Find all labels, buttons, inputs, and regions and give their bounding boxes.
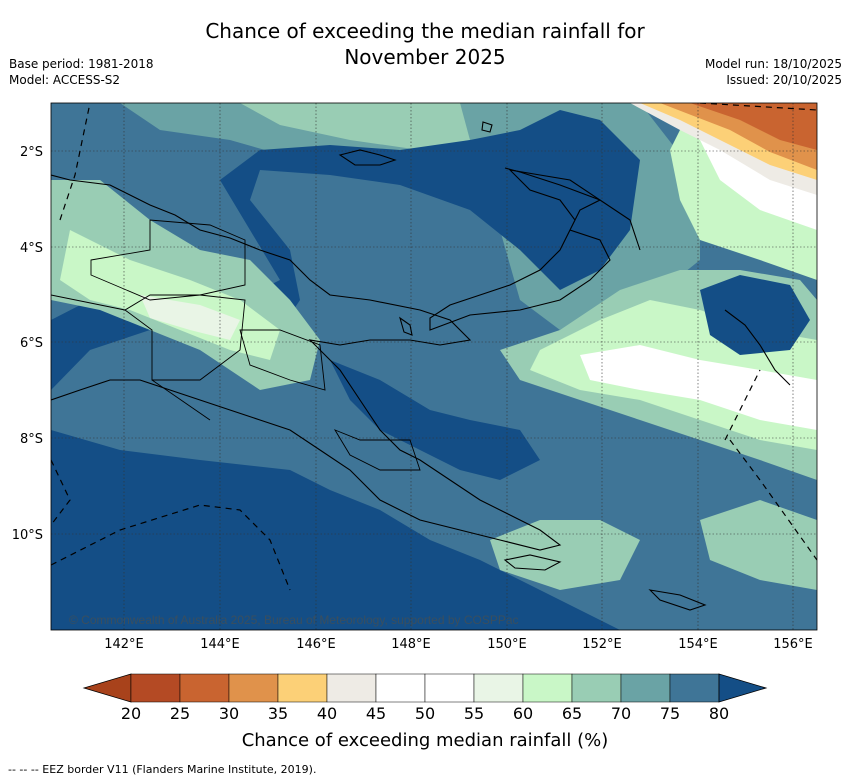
lon-label: 154°E	[678, 637, 718, 652]
colorbar-tick: 70	[610, 704, 632, 723]
colorbar-tick: 45	[365, 704, 387, 723]
eez-borders	[51, 103, 817, 591]
colorbar-bin	[375, 673, 426, 703]
title-line-2: November 2025	[344, 45, 506, 69]
colorbar-tick: 55	[463, 704, 485, 723]
map-title: Chance of exceeding the median rainfall …	[0, 18, 850, 70]
colorbar-bin	[228, 673, 279, 703]
colorbar-bin	[522, 673, 573, 703]
eez-northwest	[59, 103, 91, 221]
lon-label: 152°E	[582, 637, 622, 652]
base-period: Base period: 1981-2018	[9, 57, 154, 71]
eez-south	[51, 504, 291, 591]
province-central	[333, 429, 421, 471]
colorbar-tick: 75	[659, 704, 681, 723]
colorbar-bin	[179, 673, 230, 703]
colorbar-bin	[424, 673, 475, 703]
colorbar-tick: 50	[414, 704, 436, 723]
latitude-labels: 2°S 4°S 6°S 8°S 10°S	[12, 145, 43, 543]
lat-label: 10°S	[12, 528, 43, 543]
colorbar-tick: 40	[316, 704, 338, 723]
province-sandaun	[90, 219, 246, 301]
issued-date: Issued: 20/10/2025	[726, 73, 842, 87]
contour-80-bougainville	[700, 275, 810, 355]
colorbar	[82, 673, 768, 703]
colorbar-bin	[571, 673, 622, 703]
colorbar-tick: 60	[512, 704, 534, 723]
coastlines	[51, 121, 791, 611]
lon-label: 144°E	[200, 637, 240, 652]
province-highlands	[239, 329, 326, 391]
contour-65-north	[240, 103, 470, 150]
probability-contours	[51, 103, 817, 630]
contour-25-corner	[690, 103, 817, 150]
border-fly-river	[151, 379, 211, 421]
coastline-bougainville	[724, 309, 791, 386]
eez-north	[699, 103, 817, 111]
contour-65-solomon	[700, 500, 817, 590]
lon-label: 146°E	[296, 637, 336, 652]
lon-label: 150°E	[487, 637, 527, 652]
coastline-guadalcanal	[648, 589, 707, 611]
lat-label: 8°S	[20, 432, 43, 447]
province-western-north	[124, 294, 246, 381]
contour-80-coast	[330, 360, 540, 480]
colorbar-bin	[130, 673, 181, 703]
lon-label: 142°E	[104, 637, 144, 652]
gridlines	[51, 103, 817, 630]
eez-legend: -- -- -- EEZ border V11 (Flanders Marine…	[8, 763, 317, 776]
coastline-new-britain	[429, 169, 611, 331]
lat-label: 6°S	[20, 336, 43, 351]
colorbar-extend-high	[718, 673, 768, 703]
eez-west	[51, 459, 71, 526]
colorbar-bin	[669, 673, 720, 703]
province-borders	[51, 219, 421, 471]
colorbar-tick: 30	[218, 704, 240, 723]
colorbar-title: Chance of exceeding median rainfall (%)	[241, 730, 609, 751]
eez-east	[724, 369, 817, 561]
colorbar-bin	[277, 673, 328, 703]
colorbar-tick: 20	[120, 704, 142, 723]
model-run-date: Model run: 18/10/2025	[704, 57, 842, 71]
border-international-north	[51, 294, 126, 311]
colorbar-tick: 25	[169, 704, 191, 723]
contour-65-southeast	[490, 520, 640, 590]
contour-55-west	[140, 295, 240, 340]
lon-label: 148°E	[391, 637, 431, 652]
model-name: Model: ACCESS-S2	[9, 73, 121, 87]
colorbar-bin	[473, 673, 524, 703]
model-info: Base period: 1981-2018 Model: ACCESS-S2	[9, 56, 154, 88]
map-frame	[50, 102, 818, 631]
coastline-umboi	[399, 316, 413, 336]
run-info: Model run: 18/10/2025 Issued: 20/10/2025	[705, 56, 842, 88]
longitude-labels: 142°E 144°E 146°E 148°E 150°E 152°E 154°…	[104, 637, 813, 652]
coastline-new-ireland	[504, 167, 641, 251]
colorbar-tick: 35	[267, 704, 289, 723]
copyright-notice: © Commonwealth of Australia 2025, Bureau…	[69, 613, 519, 627]
coastline-rossel	[503, 554, 562, 571]
colorbar-extend-low	[82, 673, 132, 703]
coastline-manus	[338, 149, 397, 166]
colorbar-tick: 65	[561, 704, 583, 723]
lat-label: 4°S	[20, 241, 43, 256]
coastline-new-guinea	[51, 174, 562, 551]
contour-80-south	[51, 430, 620, 630]
coastline-mussau	[481, 121, 493, 133]
colorbar-bin	[620, 673, 671, 703]
colorbar-tick: 80	[708, 704, 730, 723]
lon-label: 156°E	[773, 637, 813, 652]
title-line-1: Chance of exceeding the median rainfall …	[205, 19, 645, 43]
lat-label: 2°S	[20, 145, 43, 160]
colorbar-bin	[326, 673, 377, 703]
contour-50-east	[580, 345, 817, 430]
